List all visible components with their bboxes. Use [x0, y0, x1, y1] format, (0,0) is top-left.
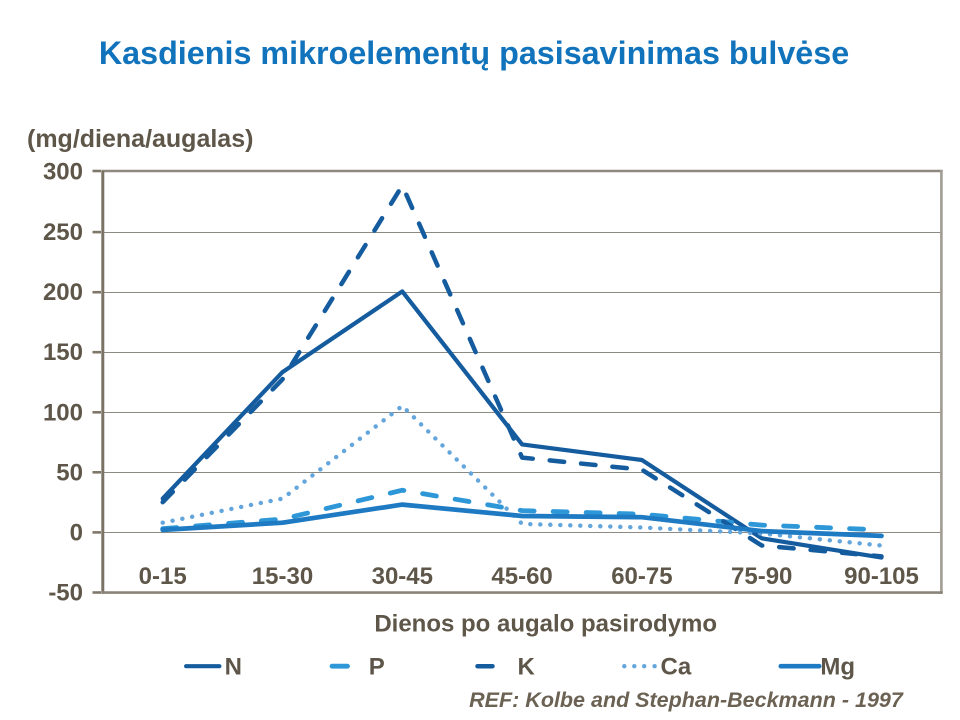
svg-text:45-60: 45-60: [491, 563, 552, 590]
svg-text:200: 200: [43, 279, 83, 306]
svg-text:REF: Kolbe and Stephan-Beckman: REF: Kolbe and Stephan-Beckmann - 1997: [469, 688, 904, 712]
svg-text:0: 0: [70, 519, 83, 546]
svg-text:Dienos po augalo pasirodymo: Dienos po augalo pasirodymo: [374, 611, 717, 638]
svg-text:250: 250: [43, 219, 83, 246]
svg-text:30-45: 30-45: [372, 563, 433, 590]
svg-text:(mg/diena/augalas): (mg/diena/augalas): [27, 125, 253, 153]
svg-text:-50: -50: [48, 580, 83, 607]
svg-text:50: 50: [56, 459, 83, 486]
svg-text:Ca: Ca: [661, 653, 692, 680]
svg-text:15-30: 15-30: [252, 563, 313, 590]
svg-text:60-75: 60-75: [611, 563, 672, 590]
svg-text:100: 100: [43, 399, 83, 426]
svg-text:P: P: [369, 653, 385, 680]
svg-text:Kasdienis mikroelementų pasisa: Kasdienis mikroelementų pasisavinimas bu…: [99, 35, 849, 71]
svg-text:Mg: Mg: [820, 653, 855, 680]
svg-text:N: N: [225, 653, 242, 680]
svg-text:150: 150: [43, 339, 83, 366]
svg-text:K: K: [518, 653, 536, 680]
svg-text:90-105: 90-105: [844, 563, 919, 590]
svg-text:75-90: 75-90: [731, 563, 792, 590]
svg-text:0-15: 0-15: [139, 563, 187, 590]
svg-text:300: 300: [43, 158, 83, 185]
